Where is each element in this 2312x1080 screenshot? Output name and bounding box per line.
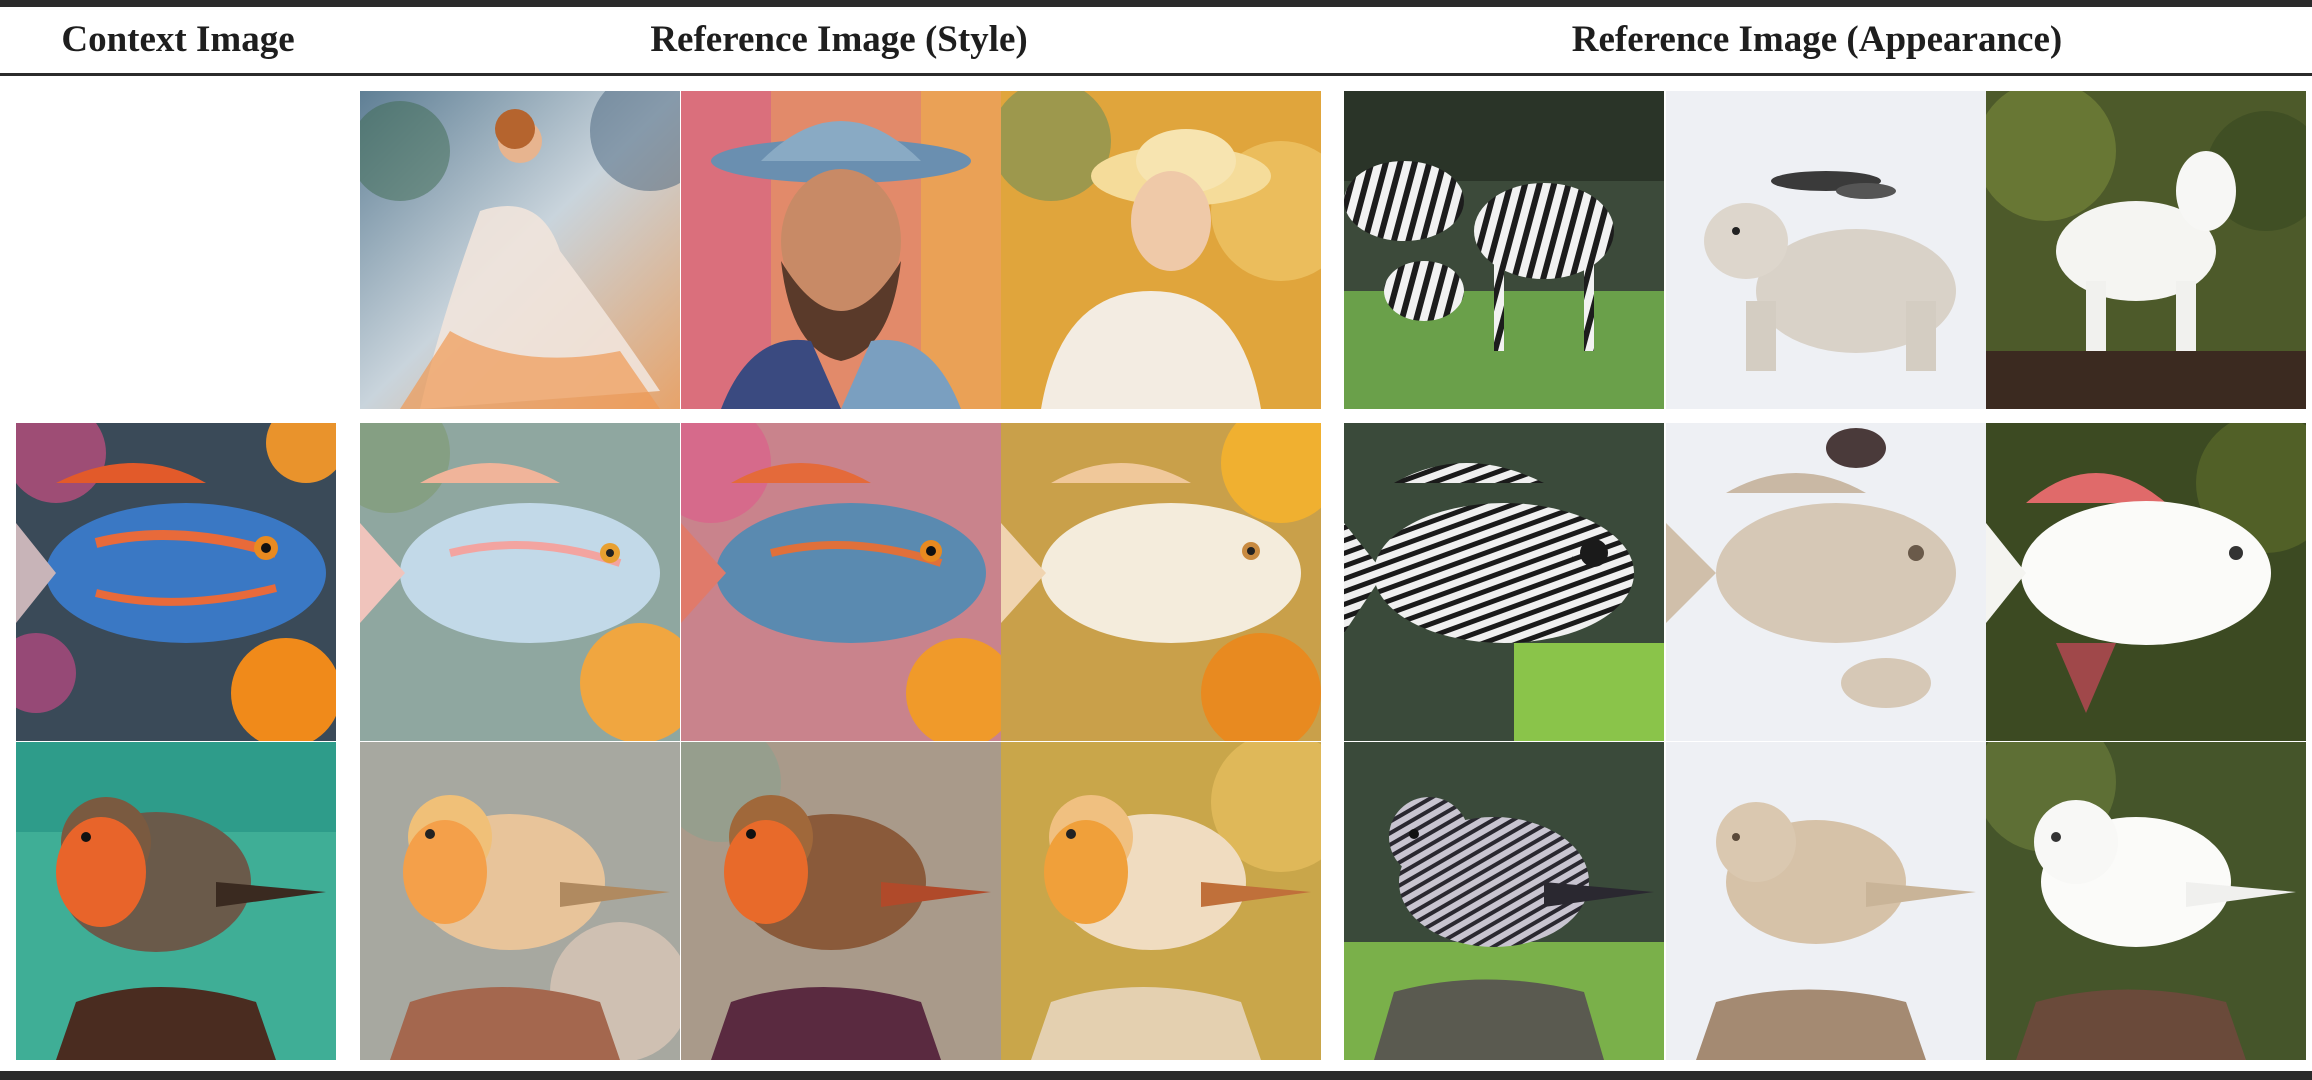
output-fish-style-2 — [681, 423, 1001, 741]
style-ref-painted-bearded-man — [681, 91, 1001, 409]
appearance-ref-white-goat — [1986, 91, 2306, 409]
output-robin-appearance-2 — [1666, 742, 1986, 1060]
appearance-ref-polar-bear — [1666, 91, 1986, 409]
style-ref-painted-woman-hat — [1001, 91, 1321, 409]
output-robin-appearance-1 — [1344, 742, 1664, 1060]
output-fish-style-1 — [360, 423, 680, 741]
context-image-fish — [16, 423, 336, 741]
context-image-robin — [16, 742, 336, 1060]
header-reference-appearance: Reference Image (Appearance) — [1571, 19, 2063, 60]
bottom-rule — [0, 1071, 2312, 1080]
output-robin-style-2 — [681, 742, 1001, 1060]
output-fish-appearance-3 — [1986, 423, 2306, 741]
output-fish-style-3 — [1001, 423, 1321, 741]
header-rule — [0, 73, 2312, 76]
output-fish-appearance-1 — [1344, 423, 1664, 741]
top-rule — [0, 0, 2312, 7]
output-fish-appearance-2 — [1666, 423, 1986, 741]
output-robin-style-1 — [360, 742, 680, 1060]
appearance-ref-zebras — [1344, 91, 1664, 409]
header-reference-style: Reference Image (Style) — [650, 19, 1028, 60]
header-context-image: Context Image — [61, 19, 295, 60]
output-robin-appearance-3 — [1986, 742, 2306, 1060]
output-robin-style-3 — [1001, 742, 1321, 1060]
style-ref-painted-dancer — [360, 91, 680, 409]
